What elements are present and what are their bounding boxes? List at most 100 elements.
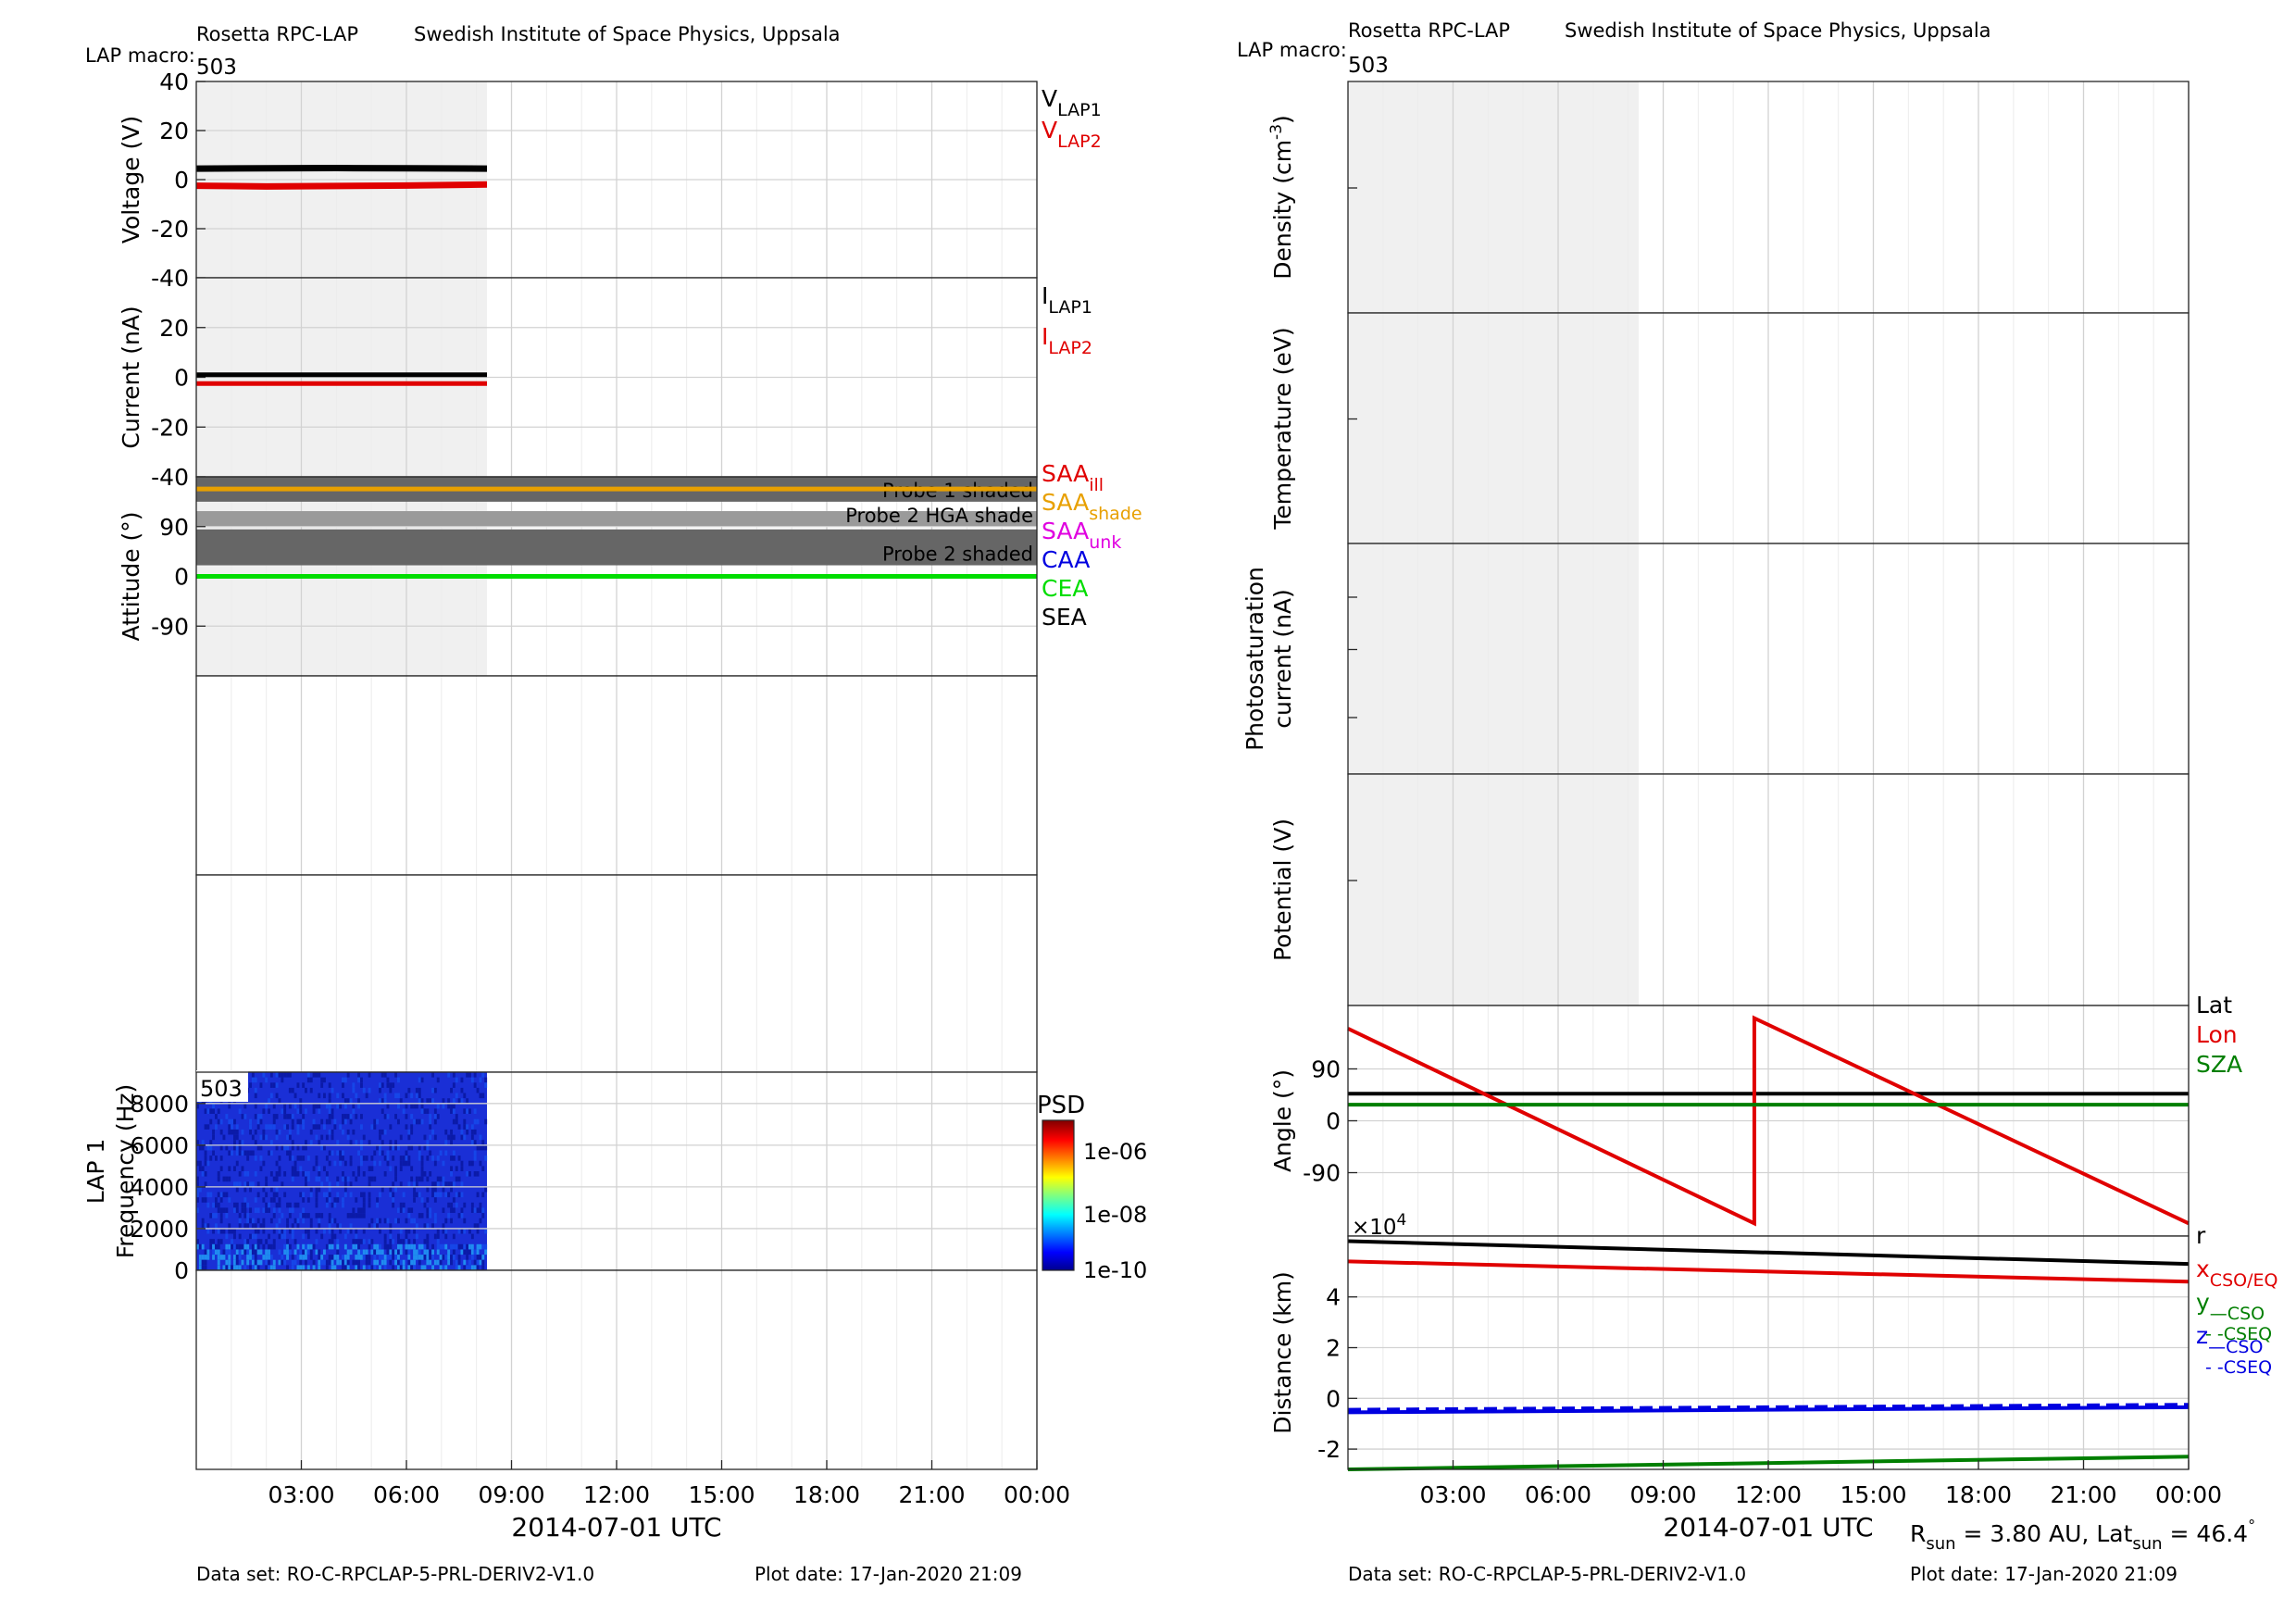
spectrogram-cell (336, 1192, 340, 1198)
spectrogram-cell (444, 1255, 448, 1260)
spectrogram-cell (278, 1156, 281, 1161)
y-tick-label: -90 (151, 613, 189, 640)
x-axis-title: 2014-07-01 UTC (1663, 1512, 1873, 1543)
spectrogram-cell (383, 1243, 387, 1250)
spectrogram-cell (343, 1103, 347, 1109)
spectrogram-cell (470, 1249, 474, 1255)
spectrogram-cell (278, 1233, 281, 1240)
spectrogram-cell (476, 1249, 480, 1255)
spectrogram-cell (318, 1140, 321, 1145)
spectrogram-cell (206, 1202, 210, 1208)
spectrogram-cell (352, 1171, 356, 1177)
spectrogram-cell (342, 1202, 344, 1208)
spectrogram-cell (305, 1255, 307, 1260)
spectrogram-cell (275, 1176, 279, 1182)
x-tick-label: 03:00 (1419, 1481, 1486, 1508)
spectrogram-cell (228, 1249, 231, 1255)
spectrogram-cell (394, 1072, 397, 1078)
spectrogram-cell (342, 1114, 344, 1119)
x-axis-title: 2014-07-01 UTC (511, 1512, 721, 1543)
spectrogram-cell (219, 1129, 223, 1135)
spectrogram-cell (415, 1176, 418, 1182)
spectrogram-cell (455, 1166, 458, 1171)
spectrogram-cell (352, 1129, 356, 1135)
spectrogram-cell (452, 1103, 455, 1109)
spectrogram-cell (225, 1213, 229, 1218)
spectrogram-cell (302, 1265, 306, 1270)
spectrogram-cell (251, 1265, 255, 1270)
y-axis-label: Density (cm-3) (1267, 115, 1296, 280)
spectrogram-cell (452, 1207, 455, 1213)
x-tick-label: 00:00 (1004, 1481, 1070, 1508)
spectrogram-cell (342, 1197, 344, 1203)
y-tick-label: 0 (174, 564, 189, 591)
spectrogram-cell (309, 1243, 313, 1250)
spectrogram-cell (381, 1082, 384, 1088)
spectrogram-cell (318, 1259, 321, 1266)
spectrogram-cell (328, 1223, 331, 1229)
spectrogram-cell (268, 1265, 270, 1270)
spectrogram-cell (442, 1098, 445, 1104)
spectrogram-cell (328, 1160, 331, 1167)
spectrogram-cell (349, 1156, 353, 1161)
spectrogram-cell (355, 1114, 358, 1119)
spectrogram-cell (318, 1103, 321, 1109)
spectrogram-cell (426, 1239, 430, 1244)
spectrogram-cell (249, 1181, 252, 1187)
spectrogram-cell (328, 1192, 331, 1198)
spectrogram-cell (283, 1072, 287, 1078)
spectrogram-cell (328, 1082, 331, 1088)
spectrogram-cell (262, 1228, 266, 1234)
spectrogram-cell (376, 1223, 379, 1229)
spectrogram-cell (204, 1223, 207, 1229)
spectrogram-cell (407, 1228, 411, 1234)
spectrogram-cell (198, 1166, 202, 1171)
spectrogram-cell (305, 1243, 307, 1250)
left-plotdate-footer: Plot date: 17-Jan-2020 21:09 (755, 1563, 1022, 1585)
legend-entry: CEA (1042, 575, 1088, 602)
spectrogram-cell (265, 1176, 268, 1182)
spectrogram-cell (331, 1218, 334, 1224)
spectrogram-cell (256, 1265, 260, 1270)
spectrogram-cell (254, 1087, 257, 1093)
legend-entry: Lat (2196, 992, 2232, 1018)
spectrogram-cell (302, 1114, 306, 1119)
spectrogram-cell (415, 1249, 418, 1255)
spectrogram-cell (269, 1243, 273, 1250)
spectrogram-cell (246, 1223, 250, 1229)
spectrogram-cell (333, 1265, 337, 1270)
spectrogram-cell (254, 1249, 257, 1255)
spectrogram-cell (392, 1144, 395, 1151)
spectrogram-cell (269, 1072, 273, 1078)
spectrogram-cell (455, 1243, 458, 1250)
spectrogram-cell (212, 1228, 215, 1234)
spectrogram-cell (373, 1118, 377, 1125)
spectrogram-cell (286, 1202, 289, 1208)
spectrogram-cell (429, 1150, 432, 1156)
spectrogram-cell (283, 1103, 287, 1109)
shaded-interval (1348, 81, 1640, 313)
spectrogram-cell (407, 1249, 411, 1255)
spectrogram-cell (251, 1077, 255, 1083)
spectrogram-cell (399, 1202, 403, 1208)
spectrogram-cell (201, 1223, 205, 1229)
spectrogram-cell (249, 1118, 252, 1125)
spectrogram-cell (196, 1239, 199, 1244)
spectrogram-cell (460, 1243, 464, 1250)
spectrogram-cell (215, 1213, 218, 1218)
spectrogram-cell (339, 1223, 343, 1229)
spectrogram-cell (343, 1233, 347, 1240)
spectrogram-cell (275, 1223, 279, 1229)
spectrogram-cell (259, 1166, 263, 1171)
spectrogram-cell (433, 1118, 437, 1125)
spectrogram-cell (262, 1108, 266, 1114)
spectrogram-cell (268, 1202, 270, 1208)
spectrogram-cell (299, 1166, 303, 1171)
spectrogram-cell (394, 1259, 397, 1266)
spectrogram-cell (447, 1098, 451, 1104)
spectrogram-cell (315, 1072, 318, 1078)
spectrogram-cell (379, 1243, 381, 1250)
spectrogram-cell (241, 1259, 244, 1266)
spectrogram-cell (286, 1223, 289, 1229)
spectrogram-cell (423, 1108, 427, 1114)
